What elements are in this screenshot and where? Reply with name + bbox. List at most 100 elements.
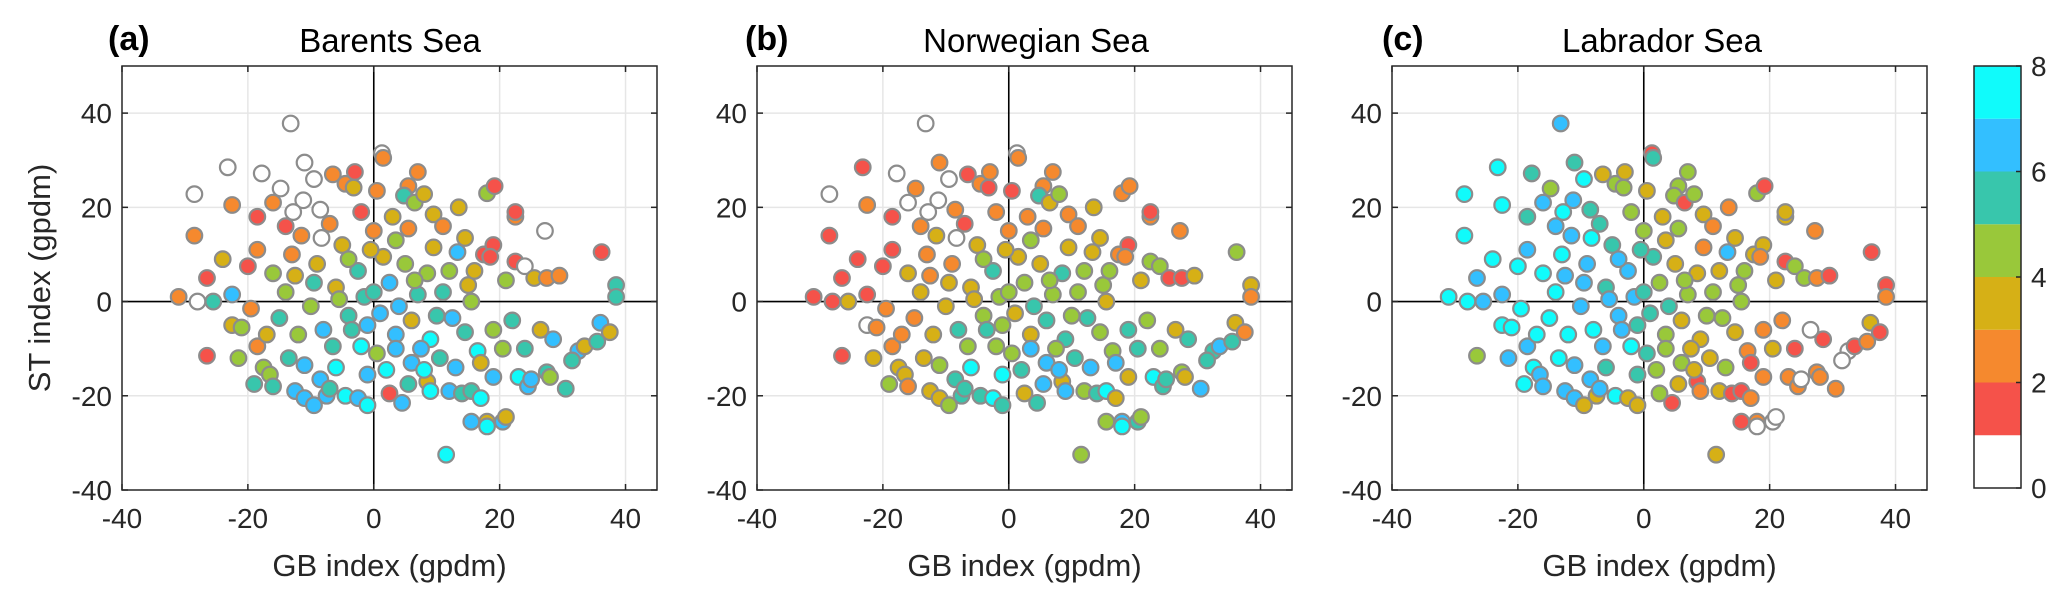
panel-labrador-sea: (c) Labrador Sea -40 -20 0 20 40 -40 -20… [1342,20,1928,583]
scatter-point [1638,181,1656,200]
scatter-point [364,221,383,240]
scatter-point [503,311,522,330]
scatter-point [1877,287,1895,306]
scatter-point [1741,389,1760,408]
scatter-point [1622,203,1641,221]
scatter-point [1590,214,1609,233]
scatter-point [377,360,396,379]
colorbar-bin [1974,277,2021,330]
scatter-point [412,339,430,358]
scatter-point [448,243,467,261]
scatter-point [386,231,405,250]
y-tick-label: -40 [72,475,112,506]
scatter-point [380,384,399,403]
x-tick-label: 0 [1001,503,1017,534]
scatter-point [1590,379,1609,398]
x-tick-label: 0 [1636,503,1652,534]
x-axis-label: GB index (gpdm) [272,548,506,583]
y-tick-label: -20 [72,381,112,412]
scatter-point [949,320,968,339]
scatter-point [213,250,232,269]
scatter-point [1534,264,1552,283]
colorbar: 0 2 4 6 8 [1973,51,2047,504]
y-tick-label: 20 [81,192,112,223]
scatter-point [1015,384,1034,403]
scatter-point [1704,217,1722,236]
scatter-point [864,349,883,367]
scatter-point [563,351,581,370]
scatter-point [1235,323,1254,342]
scatter-point [1094,276,1113,294]
scatter-point [1062,306,1081,325]
scatter-point [281,114,300,133]
scatter-point [929,191,948,210]
scatter-point [1003,181,1021,200]
scatter-point [1767,271,1785,290]
scatter-point [911,217,930,236]
scatter-point [327,358,345,377]
scatter-points [804,114,1260,464]
scatter-point [1578,254,1597,273]
x-tick-labels: -40 -20 0 20 40 [737,503,1276,534]
scatter-point [1003,344,1021,363]
panel-norwegian-sea: (b) Norwegian Sea -40 -20 0 20 40 -40 -2… [707,20,1293,583]
panel-title: Norwegian Sea [923,22,1149,59]
scatter-point [1043,285,1062,304]
scatter-point [339,306,358,325]
scatter-point [1551,114,1570,133]
scatter-point [1518,240,1537,259]
scatter-point [459,276,478,294]
scatter-point [958,165,977,184]
scatter-point [252,164,271,183]
scatter-point [930,356,949,375]
scatter-point [1685,360,1704,379]
colorbar-tick-label: 0 [2031,473,2047,504]
scatter-point [1833,351,1851,370]
scatter-point [1638,344,1656,363]
scatter-point [1603,236,1622,254]
scatter-point [1534,193,1552,212]
scatter-point [1065,349,1084,367]
scatter-point [1820,266,1839,285]
scatter-point [1806,221,1824,240]
scatter-point [947,229,966,247]
scatter-point [1106,389,1125,408]
scatter-point [588,332,607,351]
scatter-point [592,243,611,261]
scatter-point [443,309,462,327]
scatter-point [434,283,452,302]
x-tick-label: -20 [863,503,903,534]
scatter-point [223,285,242,304]
scatter-point [232,318,251,337]
scatter-point [1718,243,1737,261]
scatter-point [349,262,367,280]
scatter-point [1518,207,1537,226]
scatter-point [1084,198,1103,217]
scatter-point [1097,292,1116,311]
scatter-point [1512,299,1530,318]
scatter-point [1826,379,1845,398]
scatter-point [1056,382,1075,400]
scatter-point [1455,226,1474,245]
scatter-point [924,325,943,344]
scatter-point [522,370,541,389]
scatter-point [1628,316,1647,335]
scatter-point [1582,229,1601,247]
scatter-point [1584,320,1603,339]
panel-label: (b) [745,20,788,58]
scatter-point [344,178,363,197]
scatter-point [421,382,440,400]
scatter-point [1493,285,1512,304]
scatter-point [1242,287,1260,306]
panel-title: Barents Sea [299,22,481,59]
scatter-point [493,339,512,358]
scatter-point [911,283,930,302]
scatter-point [1150,339,1169,358]
scatter-point [188,292,207,311]
scatter-point [1119,320,1138,339]
scatter-point [1540,309,1559,327]
scatter-point [1468,346,1486,365]
scatter-point [1468,269,1486,287]
colorbar-bin [1974,224,2021,277]
scatter-point [1021,231,1040,250]
